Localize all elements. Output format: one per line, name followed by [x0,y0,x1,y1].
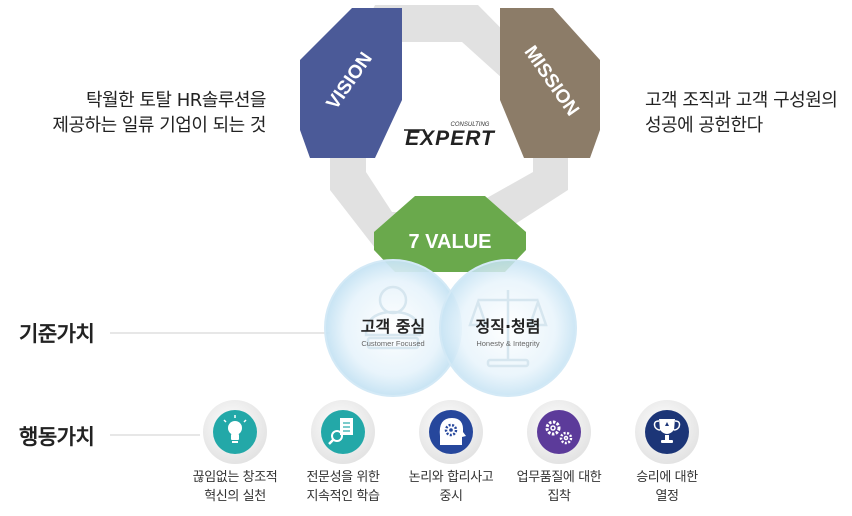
core-values-row-label: 기준가치 [19,322,95,346]
gears-icon [545,420,573,445]
center-hexagon-inner [366,42,533,212]
action-icon-4 [527,400,591,464]
lightbulb-icon [223,415,247,443]
core-value-subtitle-1: Customer Focused [361,339,424,348]
action-icon-3 [419,400,483,464]
scale-icon [468,290,548,368]
action-icon-4-disc [537,410,581,454]
magnifier-document-icon [328,418,353,445]
action-label-3: 논리와 합리사고 중시 [391,468,511,506]
action-icon-2 [311,400,375,464]
mission-statement: 고객 조직과 고객 구성원의 성공에 공헌한다 [645,88,838,138]
core-value-subtitle-2: Honesty & Integrity [476,339,540,348]
core-value-honesty: 정직·청렴 Honesty & Integrity [439,259,577,397]
logo-name: EXPERT [405,127,496,150]
action-label-2-line1: 전문성을 위한 [306,470,380,485]
value-hexagon [374,196,526,272]
action-label-2: 전문성을 위한 지속적인 학습 [283,468,403,506]
action-label-1: 끊임없는 창조적 혁신의 실천 [175,468,295,506]
action-label-4-line2: 집착 [547,489,571,504]
action-label-5: 승리에 대한 열정 [607,468,727,506]
vision-statement: 탁월한 토탈 HR솔루션을 제공하는 일류 기업이 되는 것 [52,88,266,138]
action-label-5-line2: 열정 [655,489,679,504]
expert-logo: CONSULTING EXPERT [404,122,496,150]
action-label-3-line1: 논리와 합리사고 [408,470,494,485]
trophy-icon [653,419,681,443]
mission-hexagon [500,8,600,158]
action-label-3-line2: 중시 [439,489,463,504]
mission-statement-line1: 고객 조직과 고객 구성원의 [645,90,838,111]
action-icon-1 [203,400,267,464]
action-label-4-line1: 업무품질에 대한 [516,470,602,485]
action-label-5-line1: 승리에 대한 [636,470,698,485]
core-value-customer: 고객 중심 Customer Focused [324,259,462,397]
action-label-2-line2: 지속적인 학습 [306,489,380,504]
head-gear-icon [439,418,466,445]
vision-statement-line1: 탁월한 토탈 HR솔루션을 [85,90,267,111]
action-values-row-label: 행동가치 [19,425,95,449]
core-value-title-1: 고객 중심 [361,317,425,336]
action-label-1-line2: 혁신의 실천 [204,489,266,504]
action-label-4: 업무품질에 대한 집착 [499,468,619,506]
value-label: 7 VALUE [409,231,492,253]
logo-tagline: CONSULTING [451,122,490,128]
vision-hexagon [300,8,402,158]
core-value-title-2: 정직·청렴 [476,317,541,336]
vision-statement-line2: 제공하는 일류 기업이 되는 것 [52,115,266,136]
mission-statement-line2: 성공에 공헌한다 [645,115,763,136]
action-label-1-line1: 끊임없는 창조적 [192,470,278,485]
people-icon [364,285,422,350]
action-icon-5 [635,400,699,464]
